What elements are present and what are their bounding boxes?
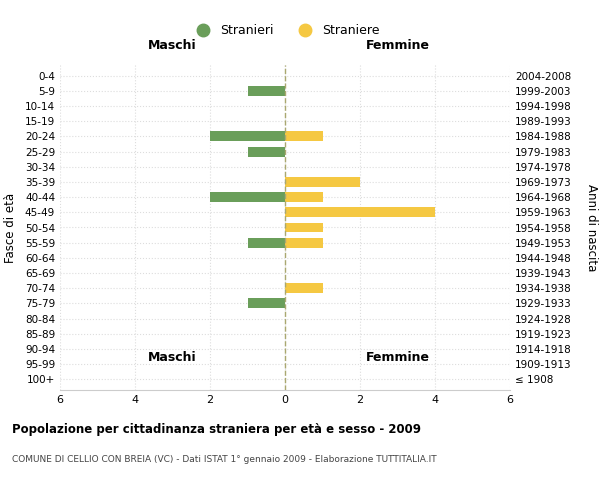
- Y-axis label: Fasce di età: Fasce di età: [4, 192, 17, 262]
- Text: Popolazione per cittadinanza straniera per età e sesso - 2009: Popolazione per cittadinanza straniera p…: [12, 422, 421, 436]
- Text: Femmine: Femmine: [365, 39, 430, 52]
- Bar: [285, 238, 323, 248]
- Bar: [248, 86, 285, 96]
- Bar: [285, 222, 323, 232]
- Text: Maschi: Maschi: [148, 350, 197, 364]
- Bar: [210, 132, 285, 141]
- Y-axis label: Anni di nascita: Anni di nascita: [586, 184, 599, 271]
- Bar: [285, 192, 323, 202]
- Text: Maschi: Maschi: [148, 39, 197, 52]
- Bar: [285, 208, 435, 217]
- Legend: Stranieri, Straniere: Stranieri, Straniere: [185, 19, 385, 42]
- Text: COMUNE DI CELLIO CON BREIA (VC) - Dati ISTAT 1° gennaio 2009 - Elaborazione TUTT: COMUNE DI CELLIO CON BREIA (VC) - Dati I…: [12, 455, 437, 464]
- Bar: [285, 284, 323, 293]
- Bar: [210, 192, 285, 202]
- Bar: [248, 146, 285, 156]
- Bar: [248, 238, 285, 248]
- Bar: [248, 298, 285, 308]
- Bar: [285, 132, 323, 141]
- Bar: [285, 177, 360, 187]
- Text: Femmine: Femmine: [365, 350, 430, 364]
